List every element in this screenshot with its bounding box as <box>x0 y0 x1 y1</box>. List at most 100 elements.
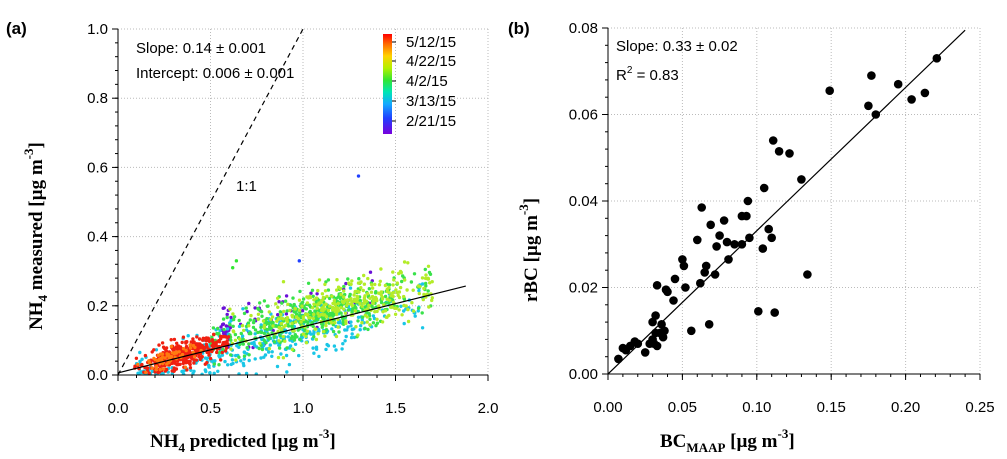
data-point <box>366 276 370 281</box>
data-point <box>153 358 157 362</box>
data-point <box>712 242 721 251</box>
data-point <box>420 282 425 286</box>
data-point <box>375 317 379 321</box>
panel-b-slope-annotation: Slope: 0.33 ± 0.02 <box>616 38 738 55</box>
data-point <box>285 370 289 374</box>
x-tick-label: 0.15 <box>817 399 846 416</box>
data-point <box>229 315 233 320</box>
data-point <box>350 279 354 283</box>
data-point <box>366 327 370 332</box>
data-point <box>374 290 378 294</box>
x-tick-label: 0.05 <box>668 399 697 416</box>
data-point <box>342 284 346 289</box>
data-point <box>385 297 389 301</box>
data-point <box>215 331 219 336</box>
data-point <box>337 308 341 312</box>
data-point <box>185 340 189 344</box>
data-point <box>375 298 379 303</box>
data-point <box>932 54 942 63</box>
data-point <box>207 353 211 357</box>
data-point <box>355 295 360 299</box>
data-point <box>188 346 193 350</box>
data-point <box>920 88 930 98</box>
data-point <box>350 332 354 336</box>
data-point <box>402 260 407 264</box>
data-point <box>663 287 672 297</box>
data-point <box>330 311 334 315</box>
data-point <box>242 328 246 333</box>
data-point <box>404 304 408 308</box>
data-point <box>247 353 251 357</box>
data-point <box>284 294 289 298</box>
data-point <box>237 324 242 329</box>
data-point <box>349 320 353 324</box>
data-point <box>269 317 273 322</box>
data-point <box>147 371 151 375</box>
data-point <box>225 339 229 343</box>
data-point <box>230 358 235 362</box>
data-point <box>253 357 257 361</box>
data-point <box>356 333 360 337</box>
data-point <box>423 276 428 281</box>
data-point <box>143 353 148 358</box>
data-point <box>413 314 417 318</box>
data-point <box>360 318 364 322</box>
data-point <box>251 325 256 330</box>
data-point <box>391 283 395 287</box>
data-point <box>180 340 184 345</box>
data-point <box>217 353 221 358</box>
data-point <box>614 354 623 364</box>
data-point <box>156 370 160 375</box>
data-point <box>305 312 310 317</box>
data-point <box>346 325 350 329</box>
data-point <box>313 309 317 313</box>
data-point <box>242 357 246 361</box>
data-point <box>406 261 410 265</box>
data-point <box>337 330 341 334</box>
data-point <box>279 312 283 317</box>
data-point <box>228 323 232 327</box>
data-point <box>217 363 221 367</box>
data-point <box>706 220 715 230</box>
data-point <box>330 294 334 298</box>
panel-b-ylabel: rBC [µg m-3] <box>516 198 542 302</box>
y-tick-label: 0.04 <box>569 193 598 210</box>
data-point <box>184 344 189 349</box>
data-point <box>344 319 348 323</box>
data-point <box>648 317 657 327</box>
data-point <box>214 340 219 344</box>
data-point <box>270 315 275 319</box>
data-point <box>421 297 425 302</box>
data-point <box>253 332 257 336</box>
panel-b-r2-annotation: R2 = 0.83 <box>616 65 679 84</box>
data-point <box>277 300 281 304</box>
data-point <box>669 296 678 305</box>
data-point <box>358 301 362 305</box>
data-point <box>242 363 246 368</box>
x-tick-label: 2.0 <box>478 400 499 417</box>
data-point <box>426 289 430 293</box>
data-point <box>285 346 289 350</box>
data-point <box>424 273 428 277</box>
data-point <box>232 315 237 319</box>
data-point <box>181 361 185 366</box>
data-point <box>248 318 252 322</box>
data-point <box>250 341 254 345</box>
data-point <box>317 308 321 313</box>
data-point <box>294 315 299 319</box>
data-point <box>312 351 316 355</box>
data-point <box>239 331 243 336</box>
data-point <box>270 350 274 354</box>
data-point <box>393 306 397 310</box>
data-point <box>416 306 421 310</box>
data-point <box>276 305 280 309</box>
colorbar-ticks: 5/12/15 4/22/15 4/2/15 3/13/15 2/21/15 <box>392 34 456 130</box>
data-point <box>339 305 343 310</box>
data-point <box>658 332 668 342</box>
data-point <box>172 369 176 373</box>
data-point <box>186 334 190 338</box>
data-point <box>324 347 328 352</box>
data-point <box>700 268 709 277</box>
data-point <box>181 347 186 351</box>
data-point <box>201 336 205 340</box>
